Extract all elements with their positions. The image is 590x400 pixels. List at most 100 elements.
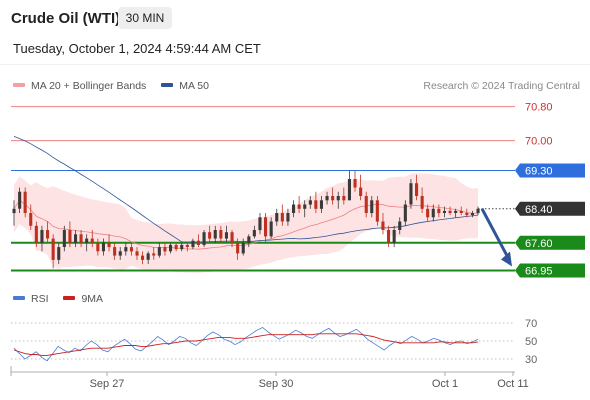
- candle: [230, 230, 234, 248]
- projection-arrow-layer: [480, 208, 512, 267]
- instrument-title: Crude Oil (WTI): [11, 10, 121, 27]
- candle: [347, 170, 351, 201]
- level-label-70-80: 70.80: [525, 102, 553, 114]
- timeframe-badge[interactable]: 30 MIN: [118, 7, 172, 29]
- legend-item-ma20: MA 20 + Bollinger Bands: [13, 80, 146, 92]
- rsi-panel: 70 50 30: [11, 318, 537, 366]
- report-datetime: Tuesday, October 1, 2024 4:59:44 AM CET: [13, 41, 261, 56]
- candle: [381, 213, 385, 235]
- candle: [280, 204, 284, 226]
- candle: [297, 196, 301, 214]
- candle: [219, 225, 223, 243]
- time-tick-label: Sep 27: [90, 378, 125, 390]
- candle: [107, 234, 111, 252]
- candle: [185, 242, 189, 252]
- candle: [236, 238, 240, 260]
- candle: [387, 225, 391, 248]
- level-label-69-30: 69.30: [525, 165, 553, 177]
- candle: [90, 230, 94, 248]
- candle: [12, 200, 16, 226]
- candle: [353, 170, 357, 192]
- candle: [286, 208, 290, 226]
- candle: [364, 191, 368, 218]
- price-labels-layer: 70.80 70.00 69.30 68.40 67.60 66.95: [515, 102, 585, 278]
- candle: [454, 208, 458, 218]
- candle: [426, 204, 430, 222]
- candle: [23, 187, 27, 218]
- candle: [409, 178, 413, 209]
- candle: [180, 242, 184, 252]
- price-levels-layer: [11, 106, 515, 272]
- legend-item-ma50: MA 50: [161, 80, 209, 92]
- candle: [420, 187, 424, 214]
- rsi-legend: RSI 9MA: [13, 293, 115, 305]
- time-tick-label: Oct 11: [497, 378, 529, 390]
- candle: [57, 242, 61, 265]
- legend-item-rsi: RSI: [13, 293, 49, 305]
- candle: [325, 191, 329, 205]
- candle: [124, 242, 128, 256]
- projection-arrow-shaft: [480, 208, 511, 261]
- candle: [208, 225, 212, 243]
- candle: [202, 230, 206, 248]
- candle: [375, 196, 379, 226]
- candle: [392, 225, 396, 248]
- candle: [213, 225, 217, 243]
- candle: [146, 251, 150, 265]
- candle: [18, 187, 22, 214]
- time-tick-label: Oct 1: [432, 378, 458, 390]
- candle: [264, 213, 268, 243]
- candle: [169, 242, 173, 254]
- candle: [269, 217, 273, 239]
- legend-swatch-ma50: [161, 83, 174, 88]
- candle: [46, 221, 50, 243]
- candle: [319, 196, 323, 214]
- legend-swatch-9ma: [63, 296, 76, 301]
- candle: [252, 225, 256, 239]
- candle: [34, 221, 38, 248]
- legend-label-9ma: 9MA: [81, 293, 104, 305]
- candle: [459, 206, 463, 216]
- candle: [437, 204, 441, 218]
- candle: [101, 238, 105, 256]
- level-label-68-40: 68.40: [525, 204, 553, 216]
- candle: [118, 247, 122, 260]
- candle: [129, 242, 133, 256]
- candle: [370, 196, 374, 218]
- legend-swatch-ma20: [13, 83, 25, 88]
- candle: [191, 238, 195, 250]
- candle: [465, 208, 469, 218]
- level-label-66-95: 66.95: [525, 265, 553, 277]
- candle: [79, 230, 83, 248]
- candle: [476, 206, 480, 216]
- candle: [342, 187, 346, 205]
- ma20-line: [13, 199, 479, 250]
- candle: [141, 251, 145, 265]
- level-tag-68-40: 68.40: [515, 201, 585, 216]
- rsi-tick-label-70: 70: [525, 318, 537, 330]
- candle: [398, 217, 402, 235]
- candle: [247, 234, 251, 248]
- bollinger-band-area: [14, 173, 478, 273]
- candle: [74, 230, 78, 248]
- bollinger-bands-layer: [14, 173, 478, 273]
- candle: [174, 242, 178, 252]
- rsi-9ma-line: [13, 333, 479, 356]
- rsi-line: [13, 327, 479, 362]
- candle: [152, 247, 156, 260]
- rsi-tick-label-50: 50: [525, 336, 537, 348]
- candle: [470, 210, 474, 218]
- candle: [96, 238, 100, 256]
- level-label-67-60: 67.60: [525, 238, 553, 250]
- candle: [275, 208, 279, 226]
- candle: [336, 191, 340, 209]
- candle: [62, 225, 66, 252]
- candle: [448, 206, 452, 216]
- header-divider: [0, 64, 590, 65]
- candle: [85, 234, 89, 252]
- candle: [442, 206, 446, 218]
- candle: [308, 196, 312, 209]
- research-credit: Research © 2024 Trading Central: [423, 80, 580, 92]
- candle: [113, 242, 117, 260]
